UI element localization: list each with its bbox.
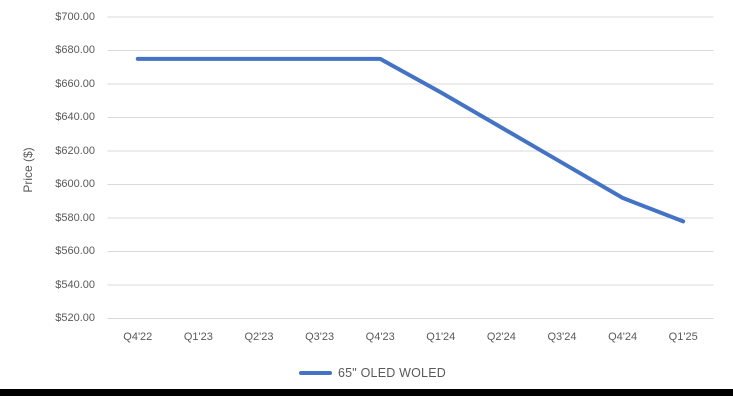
x-tick-label: Q1'25 <box>668 331 698 343</box>
y-tick-label: $540.00 <box>55 278 95 291</box>
y-axis-title-text: Price ($) <box>21 147 35 193</box>
y-tick-label: $600.00 <box>55 178 95 190</box>
y-tick-label: $640.00 <box>55 111 95 123</box>
legend-label: 65" OLED WOLED <box>338 366 446 380</box>
x-tick-label: Q3'24 <box>547 331 577 343</box>
y-tick-label: $520.00 <box>55 312 95 324</box>
x-tick-label: Q4'24 <box>608 331 638 343</box>
x-tick-label: Q2'23 <box>244 331 274 343</box>
y-tick-label: $700.00 <box>55 10 95 23</box>
y-tick-label: $580.00 <box>55 211 95 224</box>
x-tick-label: Q3'23 <box>305 331 335 343</box>
gridlines <box>107 16 714 319</box>
x-tick-label: Q2'24 <box>486 331 516 343</box>
series-line-65-oled-woled <box>135 56 686 224</box>
y-tick-label: $680.00 <box>55 44 95 56</box>
bottom-divider-rule <box>0 389 733 396</box>
y-tick-label: $660.00 <box>55 77 95 90</box>
legend: 65" OLED WOLED <box>299 366 446 380</box>
x-tick-label: Q1'23 <box>183 331 213 343</box>
x-tick-label: Q4'23 <box>365 331 395 343</box>
y-tick-label: $560.00 <box>55 245 95 257</box>
x-tick-label: Q1'24 <box>426 331 456 343</box>
legend-line-swatch <box>299 371 332 375</box>
x-tick-label: Q4'22 <box>123 331 153 343</box>
y-tick-label: $620.00 <box>55 144 95 157</box>
